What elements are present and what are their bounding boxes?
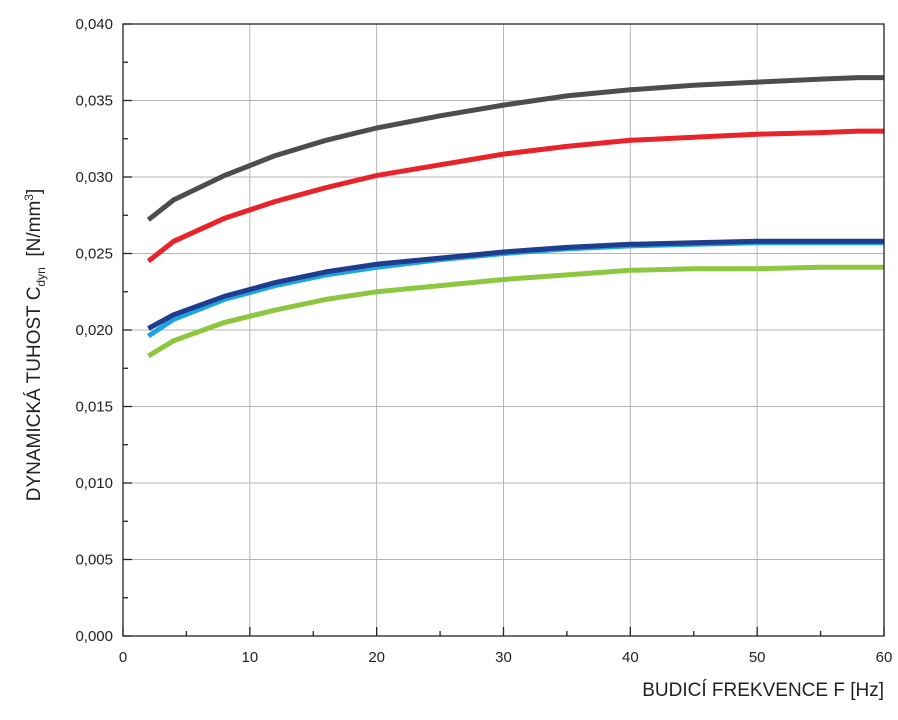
x-tick-labels: 0 10 20 30 40 50 60 [119,649,893,666]
y-tick-labels: 0,000 0,005 0,010 0,015 0,020 0,025 0,030 0,035… [75,16,113,645]
y-tick-label: 0,005 [75,552,113,569]
x-tick-label: 0 [119,649,127,666]
y-tick-label: 0,015 [75,399,113,416]
y-axis-title-unit-start: [N/mm [24,201,45,268]
y-axis-title-superscript: 3 [22,194,36,201]
series-line-4 [147,238,884,331]
x-tick-label: 50 [749,649,766,666]
y-tick-label: 0,025 [75,246,113,263]
axis-ticks [122,23,885,637]
series-group [146,75,884,359]
y-axis-title-subscript: dyn [34,267,48,286]
y-tick-label: 0,010 [75,475,113,492]
y-tick-label: 0,030 [75,169,113,186]
x-tick-label: 60 [876,649,893,666]
y-axis-title-unit-end: ] [24,189,45,194]
series-line-5 [147,264,884,359]
x-tick-label: 30 [495,649,512,666]
y-tick-label: 0,020 [75,322,113,339]
y-axis-title-main: DYNAMICKÁ TUHOST C [24,287,45,502]
x-tick-label: 20 [368,649,385,666]
x-tick-label: 40 [622,649,639,666]
y-axis-title: DYNAMICKÁ TUHOST Cdyn [N/mm3] [22,189,48,502]
y-tick-label: 0,035 [75,93,113,110]
grid-lines [123,24,884,636]
series-line-1 [146,75,884,222]
series-line-2 [146,128,884,264]
x-tick-label: 10 [241,649,258,666]
x-axis-title: BUDICÍ FREKVENCE F [Hz] [642,680,884,701]
y-tick-label: 0,040 [75,16,113,33]
y-tick-label: 0,000 [75,628,113,645]
